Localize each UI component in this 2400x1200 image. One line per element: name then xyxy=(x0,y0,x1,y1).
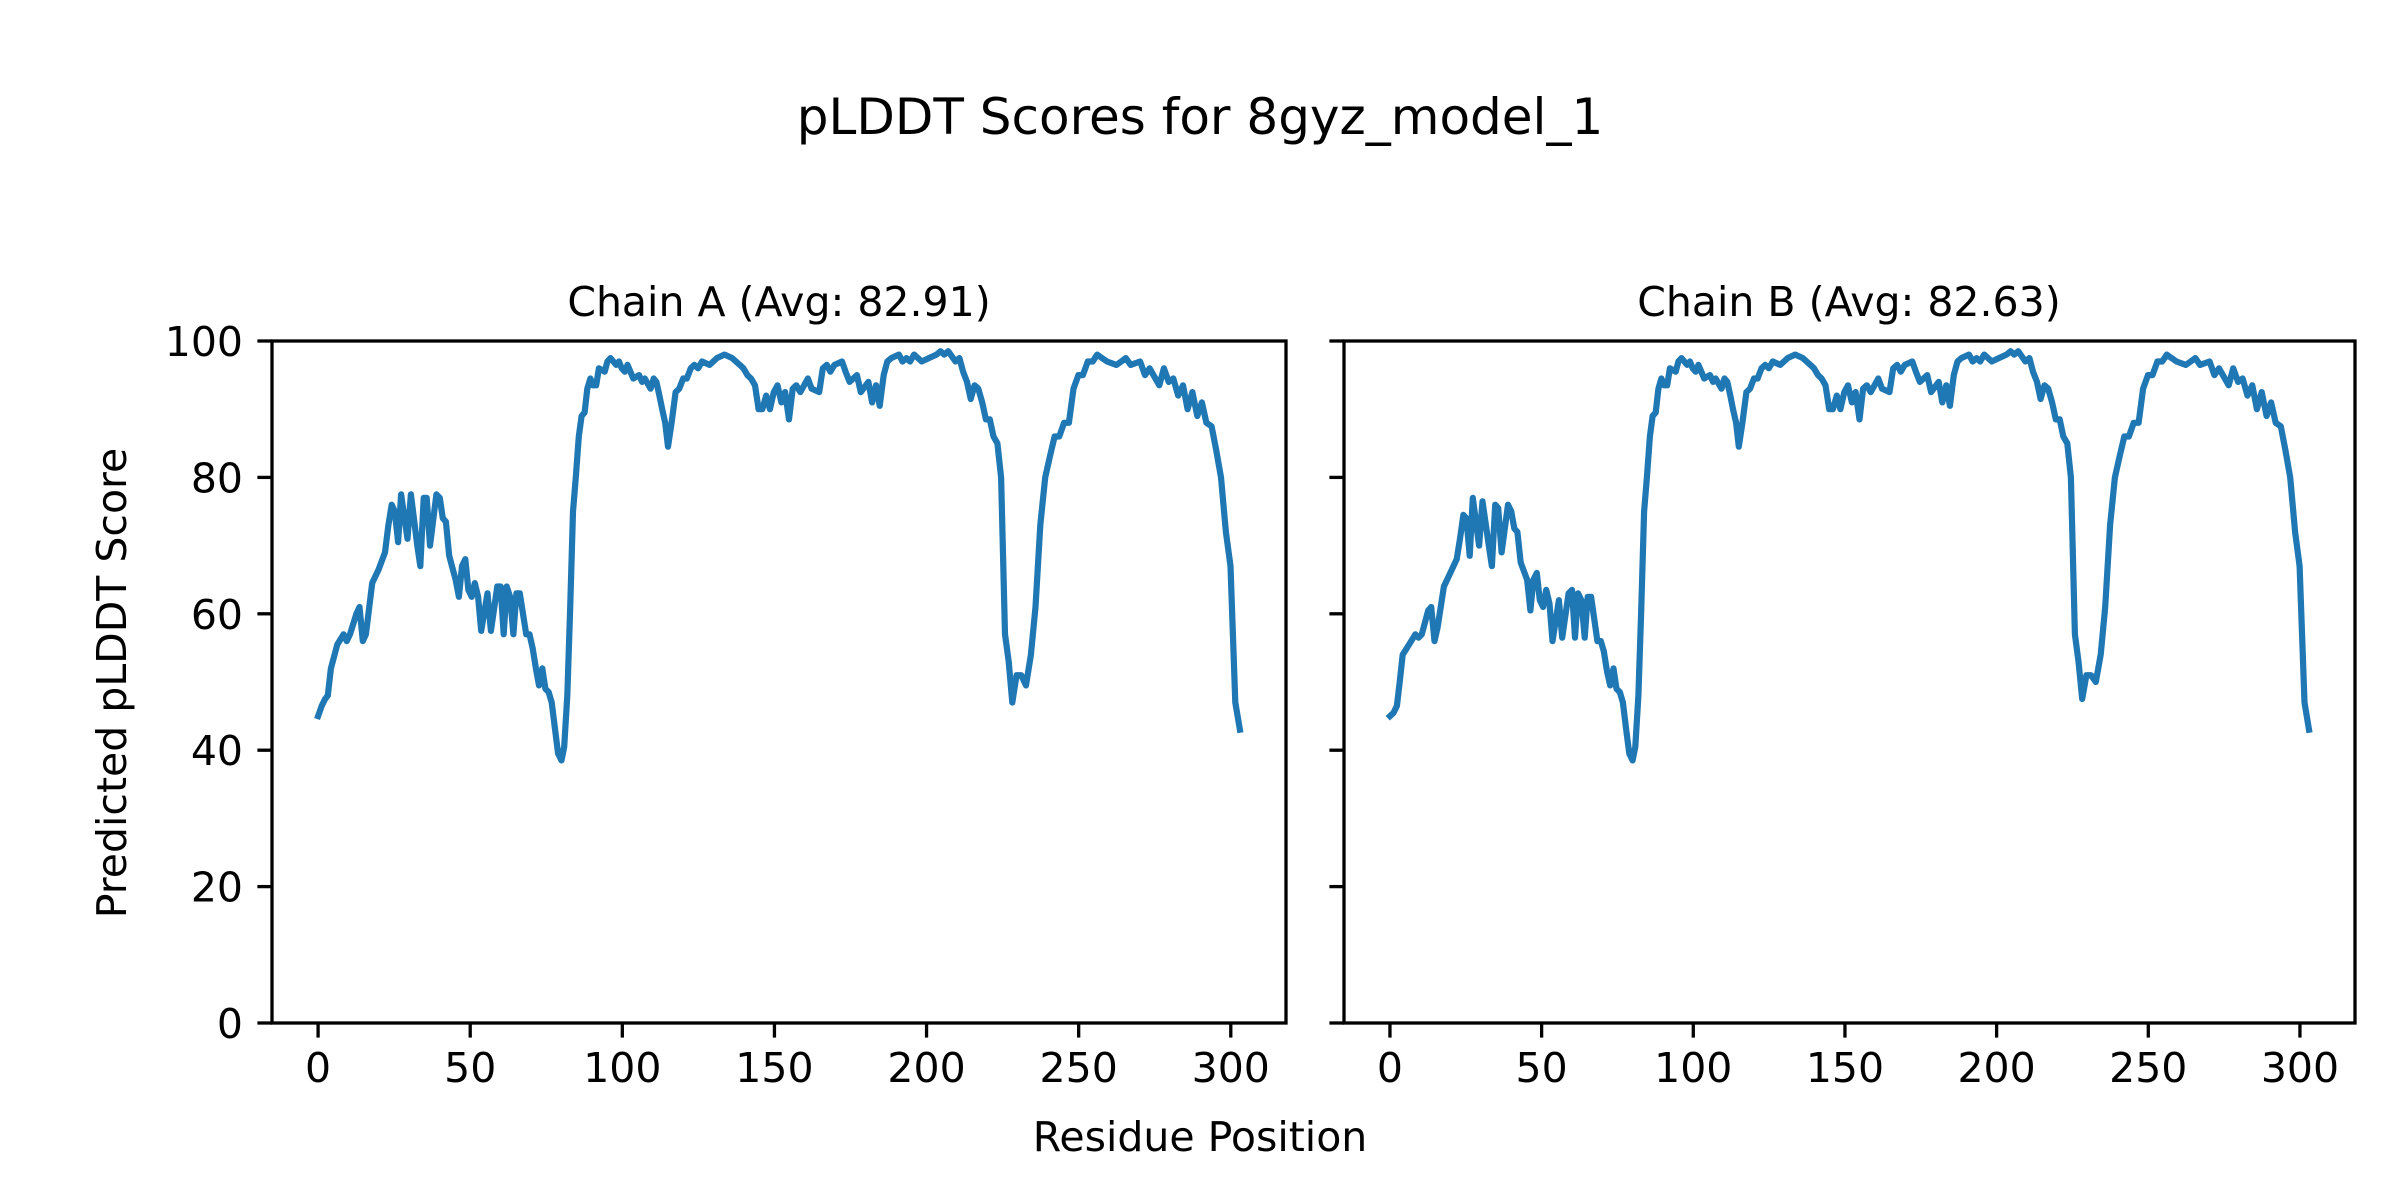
chain-b-x-tick-label: 200 xyxy=(1957,1044,2035,1092)
chain-b-x-tick-label: 100 xyxy=(1654,1044,1732,1092)
chain-b-x-tick-label: 300 xyxy=(2261,1044,2339,1092)
chain-b-x-tick-label: 250 xyxy=(2109,1044,2187,1092)
chain-a-x-tick-label: 0 xyxy=(305,1044,331,1092)
chain-a-y-tick-label: 60 xyxy=(191,591,243,639)
chain-b-x-tick-label: 50 xyxy=(1516,1044,1568,1092)
chain-b-title: Chain B (Avg: 82.63) xyxy=(1637,278,2060,326)
chain-a-y-tick-label: 40 xyxy=(191,727,243,775)
chain-a-axes-frame xyxy=(270,339,1288,1025)
x-axis-label: Residue Position xyxy=(1033,1113,1368,1161)
chain-a-plddt-line xyxy=(314,348,1244,764)
y-axis-label: Predicted pLDDT Score xyxy=(88,448,136,918)
chain-a-y-tick-label: 20 xyxy=(191,864,243,912)
chain-b-plddt-line xyxy=(1385,348,2313,764)
chain-a-y-tick-label: 80 xyxy=(191,454,243,502)
chain-a-x-tick-label: 100 xyxy=(583,1044,661,1092)
chain-b-axes-frame xyxy=(1342,339,2357,1025)
chain-a-x-tick-label: 200 xyxy=(887,1044,965,1092)
chain-a-y-tick-label: 100 xyxy=(165,318,243,366)
figure-title: pLDDT Scores for 8gyz_model_1 xyxy=(797,88,1604,146)
chain-a-x-tick-label: 150 xyxy=(735,1044,813,1092)
chain-b-x-tick-label: 150 xyxy=(1806,1044,1884,1092)
chain-b-x-tick-label: 0 xyxy=(1377,1044,1403,1092)
chain-a-x-tick-label: 250 xyxy=(1040,1044,1118,1092)
chain-a-title: Chain A (Avg: 82.91) xyxy=(567,278,990,326)
chain-a-panel: Chain A (Avg: 82.91) 0 50 100 150 200 250 300 0… xyxy=(165,278,1288,1092)
chain-a-x-tick-label: 300 xyxy=(1192,1044,1270,1092)
chain-a-x-tick-label: 50 xyxy=(444,1044,496,1092)
chain-b-panel: Chain B (Avg: 82.63) 0 50 100 150 200 250 300 xyxy=(1329,278,2357,1092)
chain-a-y-tick-label: 0 xyxy=(217,1000,243,1048)
